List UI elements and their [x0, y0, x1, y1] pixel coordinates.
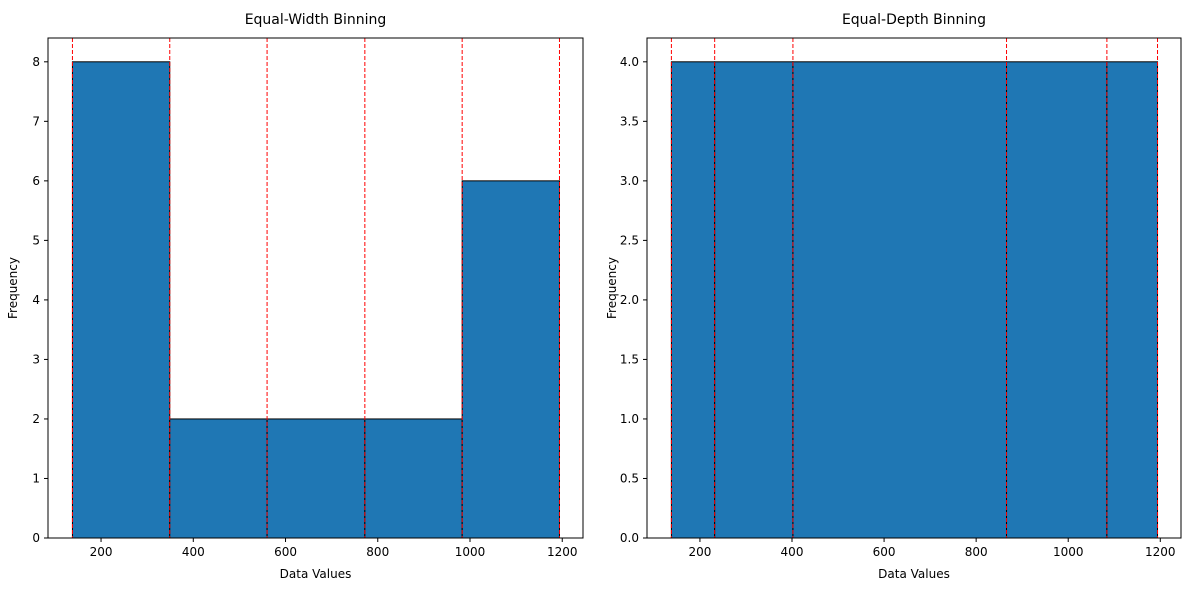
x-tick-label: 1000: [1053, 545, 1084, 559]
chart-title: Equal-Width Binning: [245, 12, 387, 28]
x-tick-label: 800: [366, 545, 389, 559]
x-tick-label: 1200: [547, 545, 578, 559]
y-axis-label: Frequency: [6, 257, 20, 319]
x-axis-label: Data Values: [280, 567, 352, 581]
x-tick-label: 1200: [1145, 545, 1176, 559]
chart-equal-depth: 200 400 600 800 1000 1200 0.0 0.5 1.0 1.5 2.0 2.5 3.…: [605, 12, 1182, 581]
histogram-bar: [1006, 61, 1108, 539]
y-tick-label: 8: [32, 55, 40, 69]
y-tick-label: 3.5: [620, 114, 639, 128]
plot-frame: [646, 37, 1182, 539]
y-tick-label: 6: [32, 174, 40, 188]
histogram-bar: [169, 418, 268, 539]
histogram-bar: [670, 61, 716, 539]
y-tick-label: 0.5: [620, 471, 639, 485]
x-tick-label: 600: [873, 545, 896, 559]
x-tick-label: 1000: [455, 545, 486, 559]
histogram-bar: [792, 61, 1008, 539]
y-tick-label: 2.0: [620, 293, 639, 307]
y-tick-label: 4: [32, 293, 40, 307]
x-tick-label: 400: [781, 545, 804, 559]
y-tick-label: 2.5: [620, 233, 639, 247]
y-tick-label: 7: [32, 114, 40, 128]
histogram-bar: [461, 180, 560, 539]
x-tick-label: 200: [90, 545, 113, 559]
y-tick-label: 0: [32, 531, 40, 545]
histogram-bar: [266, 418, 366, 539]
y-tick-label: 5: [32, 233, 40, 247]
y-tick-label: 4.0: [620, 55, 639, 69]
histogram-bar: [714, 61, 794, 539]
histogram-bar: [364, 418, 463, 539]
x-axis-label: Data Values: [878, 567, 950, 581]
x-tick-label: 800: [965, 545, 988, 559]
y-tick-label: 2: [32, 412, 40, 426]
y-tick-label: 1.5: [620, 352, 639, 366]
chart-title: Equal-Depth Binning: [842, 12, 986, 28]
x-tick-label: 200: [688, 545, 711, 559]
histogram-bar: [71, 61, 171, 539]
plot-frame: [47, 37, 584, 539]
y-tick-label: 0.0: [620, 531, 639, 545]
histogram-bar: [1106, 61, 1159, 539]
chart-equal-width: 200 400 600 800 1000 1200 0 1 2 3 4 5 6 7 8 Equal-Width…: [6, 12, 584, 581]
x-tick-label: 600: [274, 545, 297, 559]
y-tick-label: 3: [32, 352, 40, 366]
y-tick-label: 1.0: [620, 412, 639, 426]
x-tick-label: 400: [182, 545, 205, 559]
y-axis-label: Frequency: [605, 257, 619, 319]
y-tick-label: 3.0: [620, 174, 639, 188]
y-tick-label: 1: [32, 471, 40, 485]
